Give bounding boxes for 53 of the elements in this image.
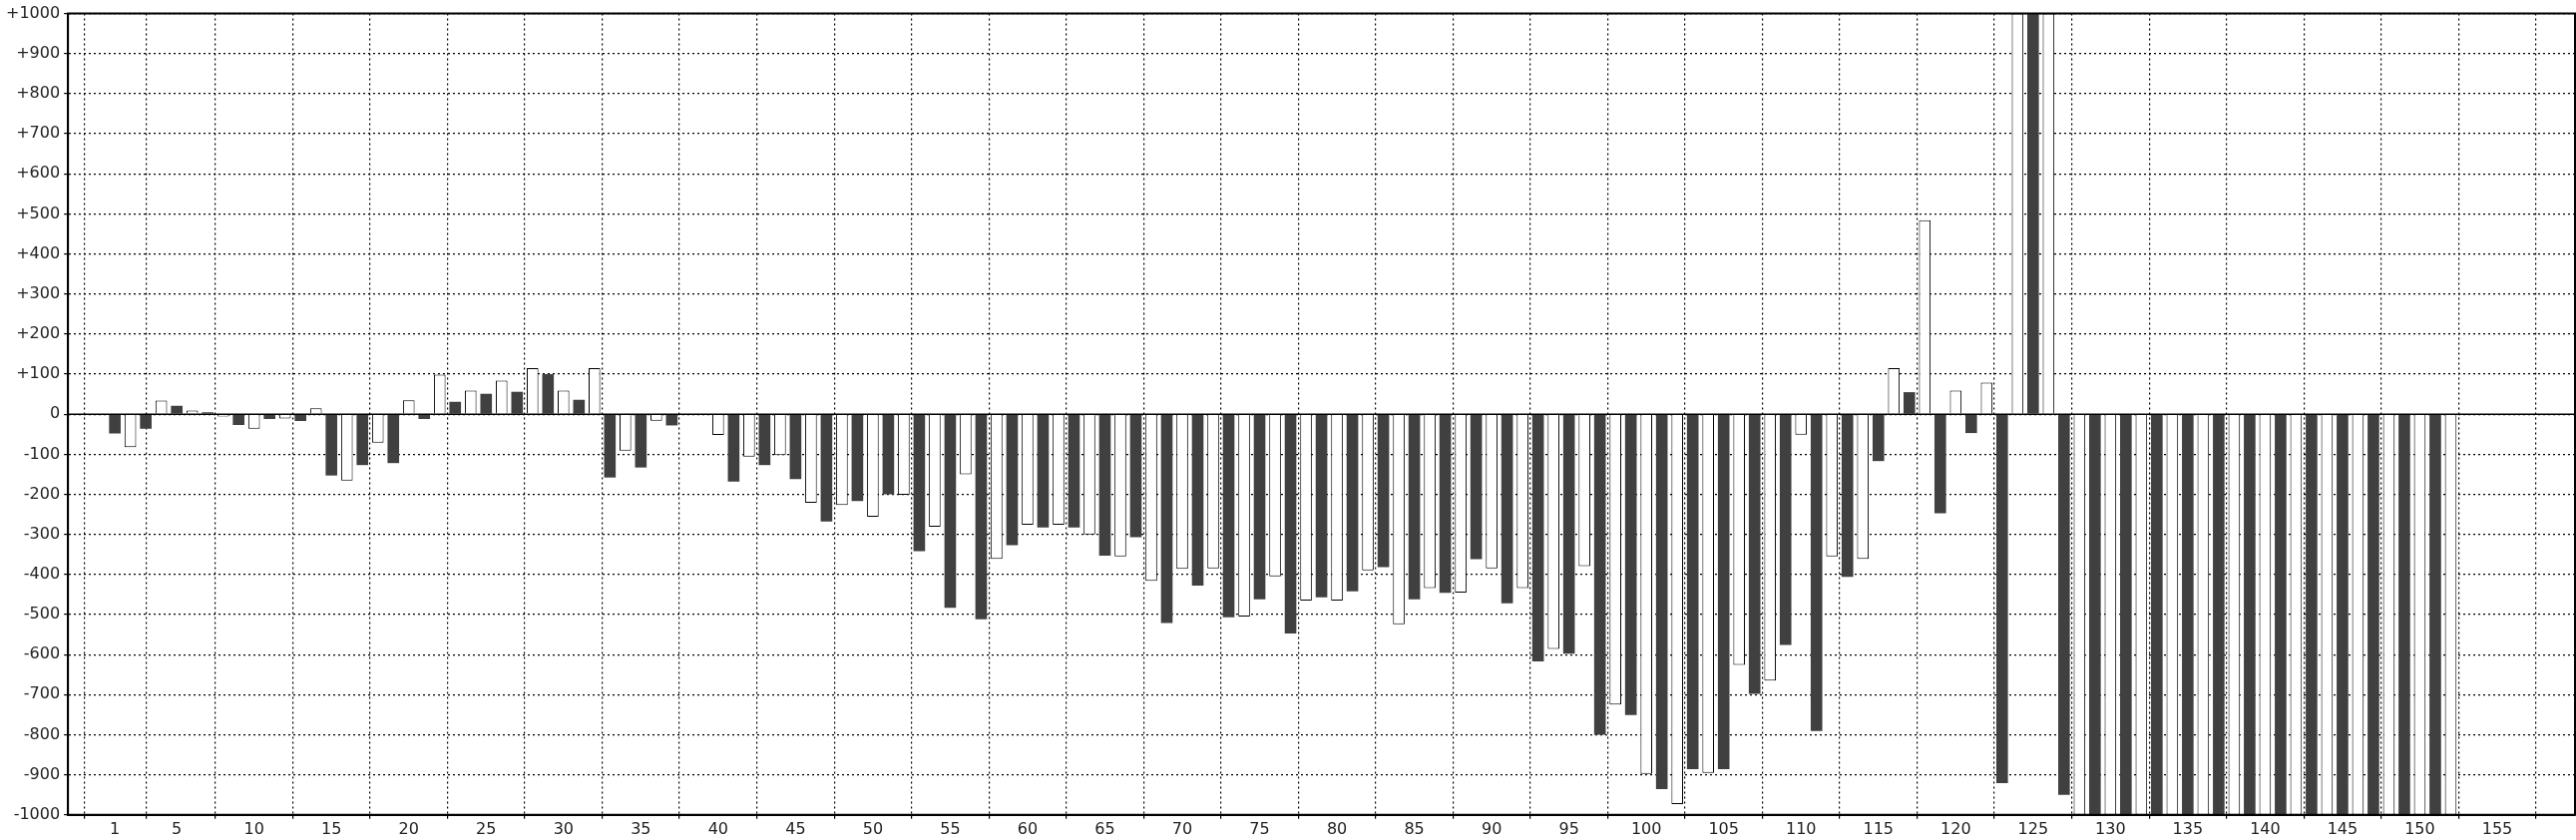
y-tick-label: +300: [16, 282, 61, 302]
x-tick-label: 80: [1326, 818, 1348, 838]
x-tick-label: 65: [1094, 818, 1115, 838]
x-tick-label: 155: [2481, 818, 2513, 838]
y-tick-label: +900: [16, 42, 61, 62]
x-tick-label: 1: [110, 818, 121, 838]
x-tick-label: 120: [1940, 818, 1971, 838]
x-tick-label: 140: [2250, 818, 2281, 838]
x-tick-label: 135: [2172, 818, 2204, 838]
y-tick-label: -700: [23, 683, 61, 703]
y-tick-label: -800: [23, 723, 61, 743]
x-tick-label: 130: [2095, 818, 2126, 838]
x-tick-label: 115: [1863, 818, 1895, 838]
y-tick-label: -200: [23, 483, 61, 503]
y-tick-label: +100: [16, 363, 61, 383]
x-tick-label: 20: [398, 818, 419, 838]
y-tick-label: 0: [49, 403, 61, 423]
x-tick-label: 5: [172, 818, 183, 838]
y-tick-label: +200: [16, 323, 61, 343]
x-tick-label: 25: [476, 818, 497, 838]
x-tick-label: 105: [1708, 818, 1739, 838]
x-tick-label: 145: [2327, 818, 2359, 838]
y-tick-label: -900: [23, 763, 61, 783]
x-tick-label: 95: [1558, 818, 1579, 838]
y-tick-label: +800: [16, 83, 61, 103]
x-tick-label: 35: [631, 818, 651, 838]
x-tick-label: 70: [1171, 818, 1193, 838]
y-tick-label: -300: [23, 523, 61, 543]
x-tick-label: 75: [1249, 818, 1270, 838]
x-tick-label: 85: [1404, 818, 1425, 838]
y-tick-label: +1000: [6, 2, 61, 22]
x-tick-label: 40: [707, 818, 729, 838]
x-tick-label: 10: [243, 818, 264, 838]
y-tick-label: +400: [16, 242, 61, 262]
y-tick-label: +700: [16, 123, 61, 143]
y-tick-label: -100: [23, 443, 61, 463]
x-tick-label: 55: [940, 818, 961, 838]
y-tick-label: -400: [23, 564, 61, 583]
x-tick-label: 50: [862, 818, 884, 838]
y-tick-label: +500: [16, 203, 61, 222]
y-tick-label: -1000: [13, 803, 61, 823]
x-tick-label: 15: [321, 818, 342, 838]
x-tick-label: 45: [785, 818, 806, 838]
x-tick-label: 30: [553, 818, 574, 838]
x-tick-label: 90: [1481, 818, 1503, 838]
x-tick-label: 125: [2017, 818, 2049, 838]
y-tick-label: -500: [23, 604, 61, 624]
x-tick-label: 60: [1017, 818, 1039, 838]
y-tick-label: +600: [16, 163, 61, 183]
x-tick-label: 150: [2404, 818, 2435, 838]
x-tick-label: 110: [1785, 818, 1817, 838]
x-tick-label: 100: [1630, 818, 1662, 838]
y-tick-label: -600: [23, 643, 61, 663]
